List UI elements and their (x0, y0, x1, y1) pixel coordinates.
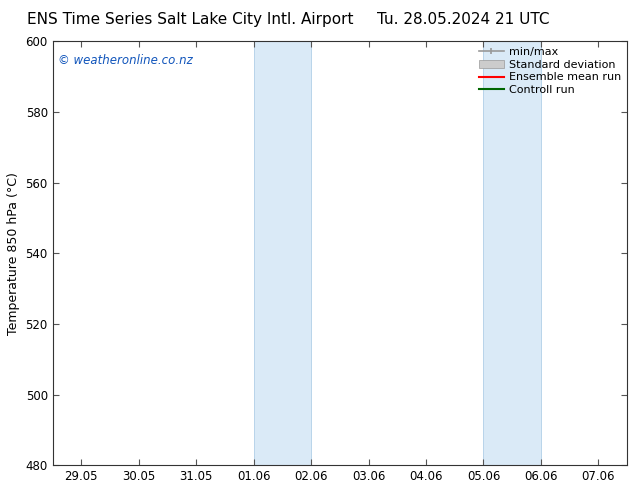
Bar (254, 41, 311, 465)
Text: © weatheronline.co.nz: © weatheronline.co.nz (58, 54, 193, 67)
Y-axis label: Temperature 850 hPa (°C): Temperature 850 hPa (°C) (7, 172, 20, 335)
Text: Tu. 28.05.2024 21 UTC: Tu. 28.05.2024 21 UTC (377, 12, 549, 27)
Text: ENS Time Series Salt Lake City Intl. Airport: ENS Time Series Salt Lake City Intl. Air… (27, 12, 353, 27)
Bar (484, 41, 541, 465)
Legend: min/max, Standard deviation, Ensemble mean run, Controll run: min/max, Standard deviation, Ensemble me… (479, 47, 621, 95)
